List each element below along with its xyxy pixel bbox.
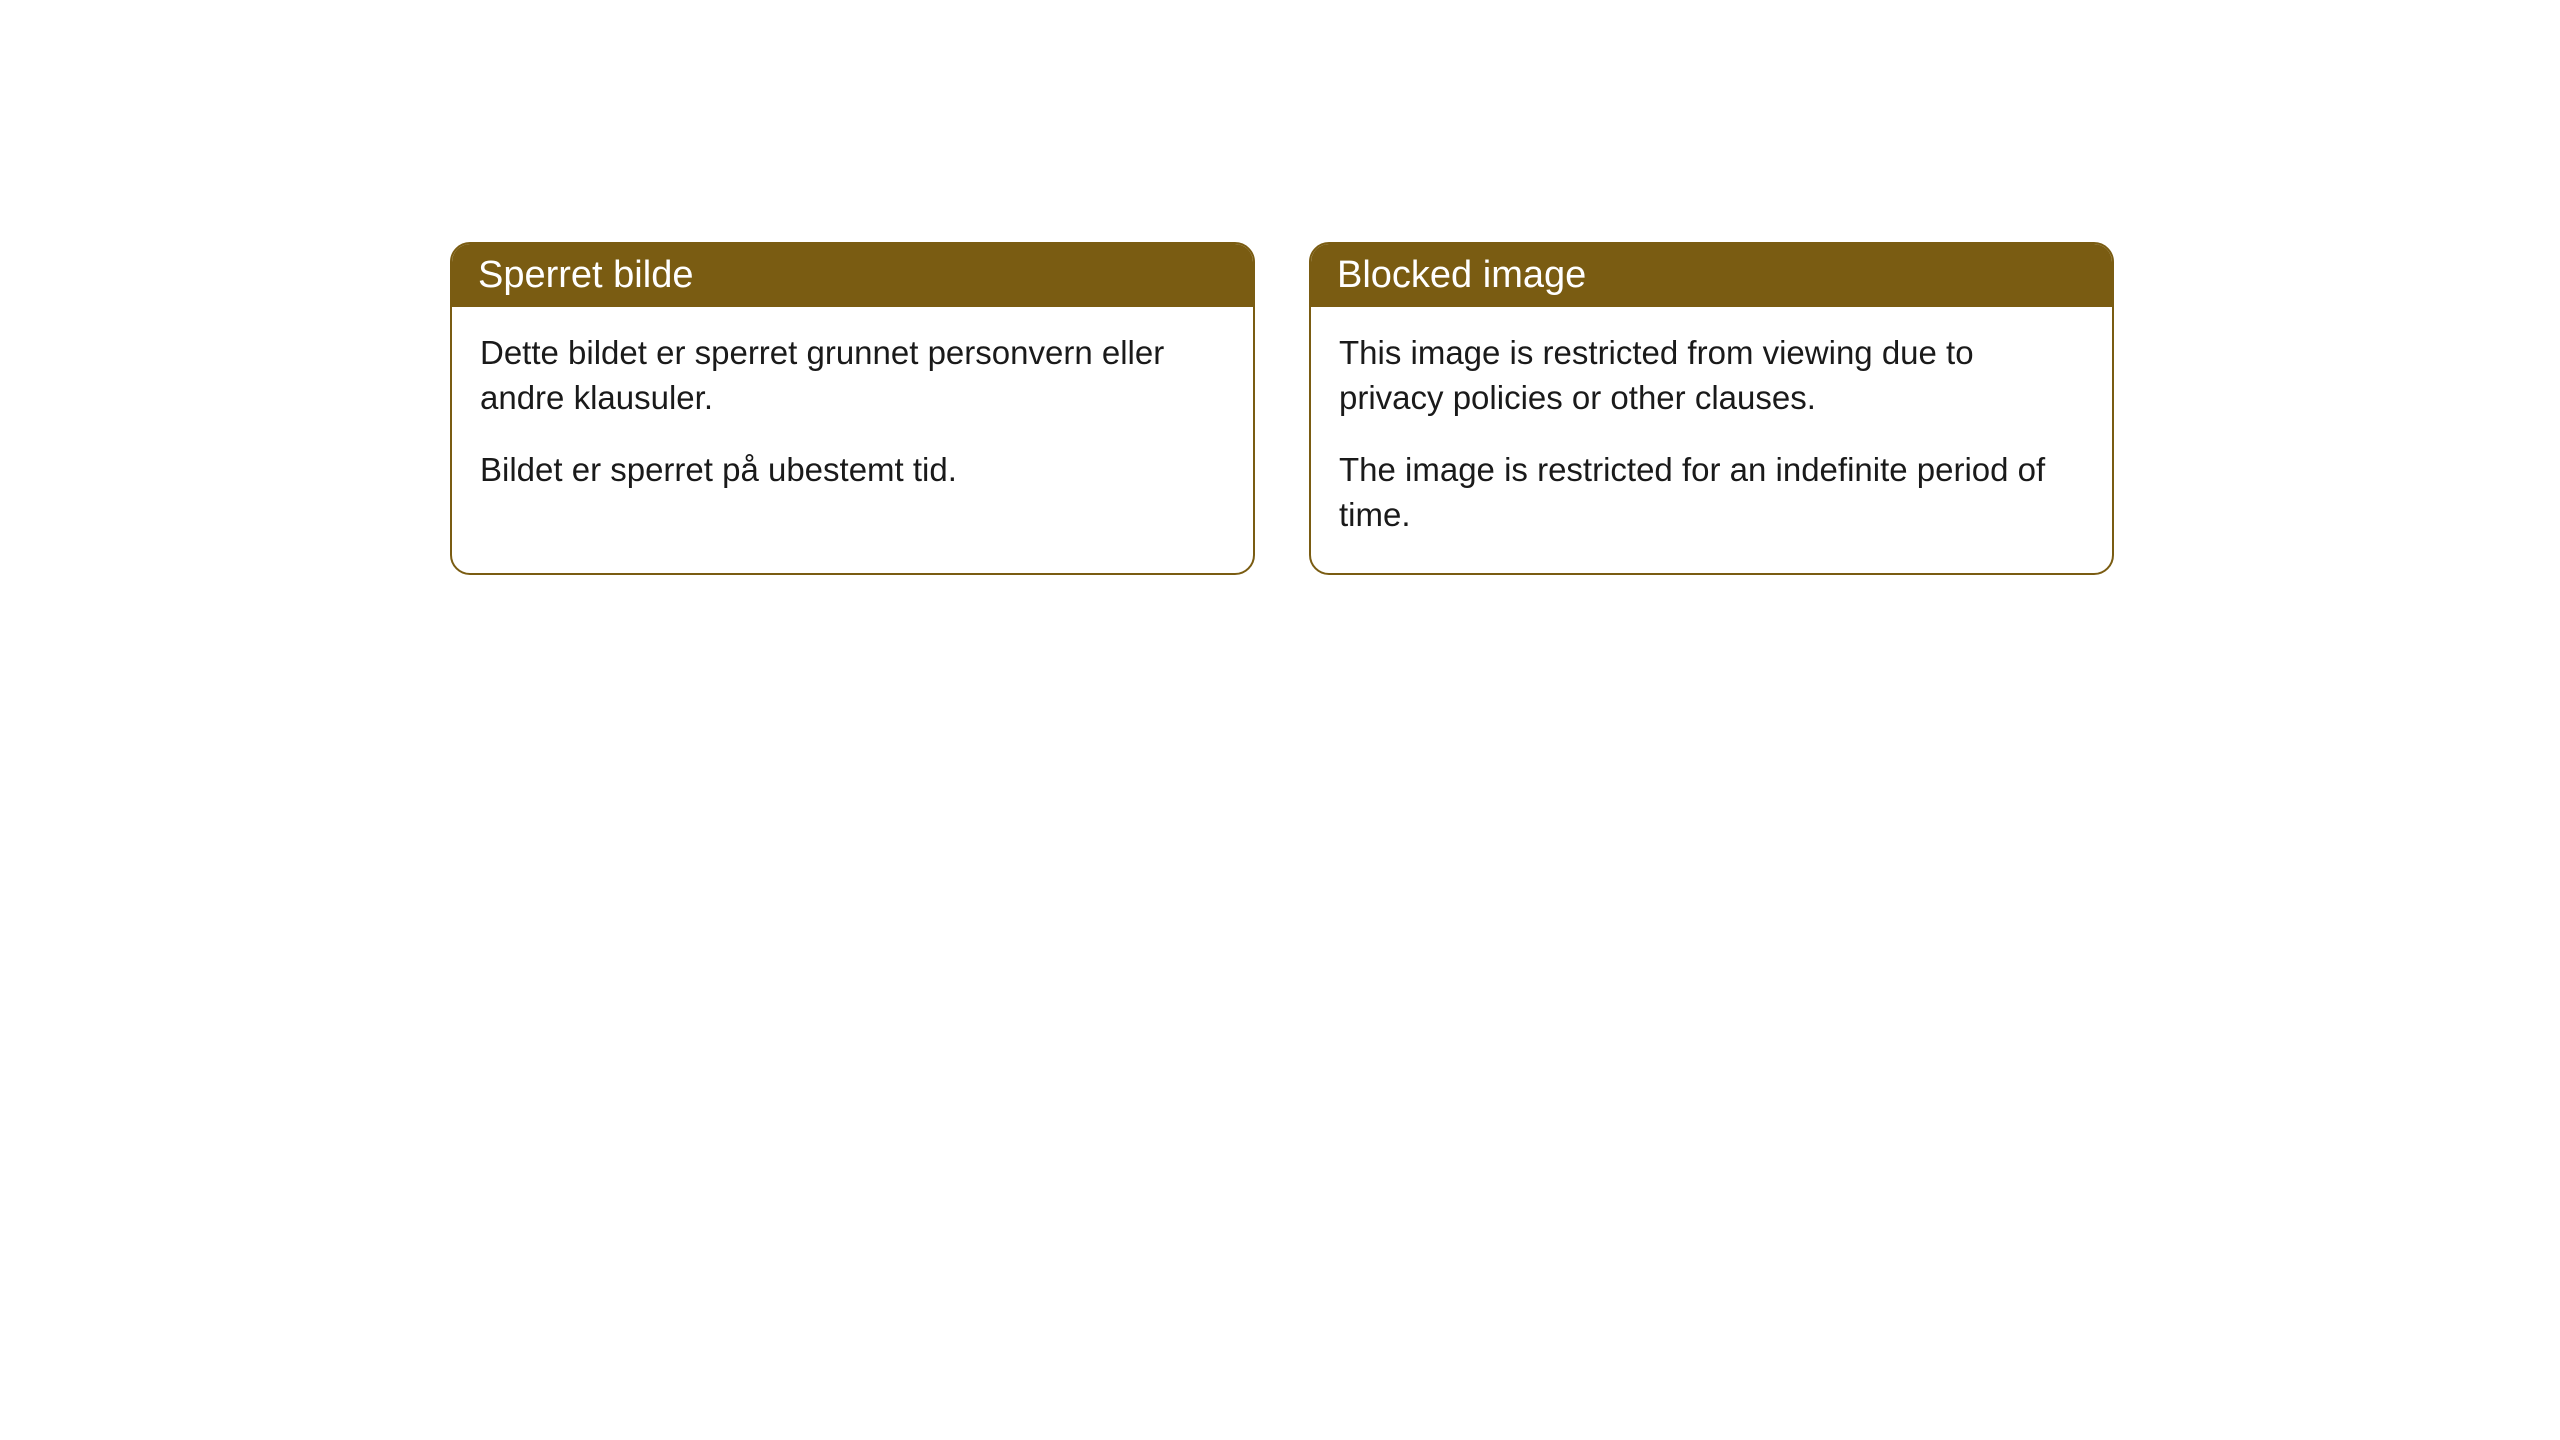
card-title: Blocked image [1337, 254, 1586, 296]
card-body: This image is restricted from viewing du… [1311, 307, 2112, 573]
card-paragraph: Bildet er sperret på ubestemt tid. [480, 448, 1225, 493]
card-header: Blocked image [1311, 244, 2112, 307]
notice-cards-container: Sperret bilde Dette bildet er sperret gr… [450, 242, 2114, 575]
notice-card-english: Blocked image This image is restricted f… [1309, 242, 2114, 575]
notice-card-norwegian: Sperret bilde Dette bildet er sperret gr… [450, 242, 1255, 575]
card-paragraph: The image is restricted for an indefinit… [1339, 448, 2084, 537]
card-paragraph: Dette bildet er sperret grunnet personve… [480, 331, 1225, 420]
card-header: Sperret bilde [452, 244, 1253, 307]
card-body: Dette bildet er sperret grunnet personve… [452, 307, 1253, 529]
card-paragraph: This image is restricted from viewing du… [1339, 331, 2084, 420]
card-title: Sperret bilde [478, 254, 693, 296]
